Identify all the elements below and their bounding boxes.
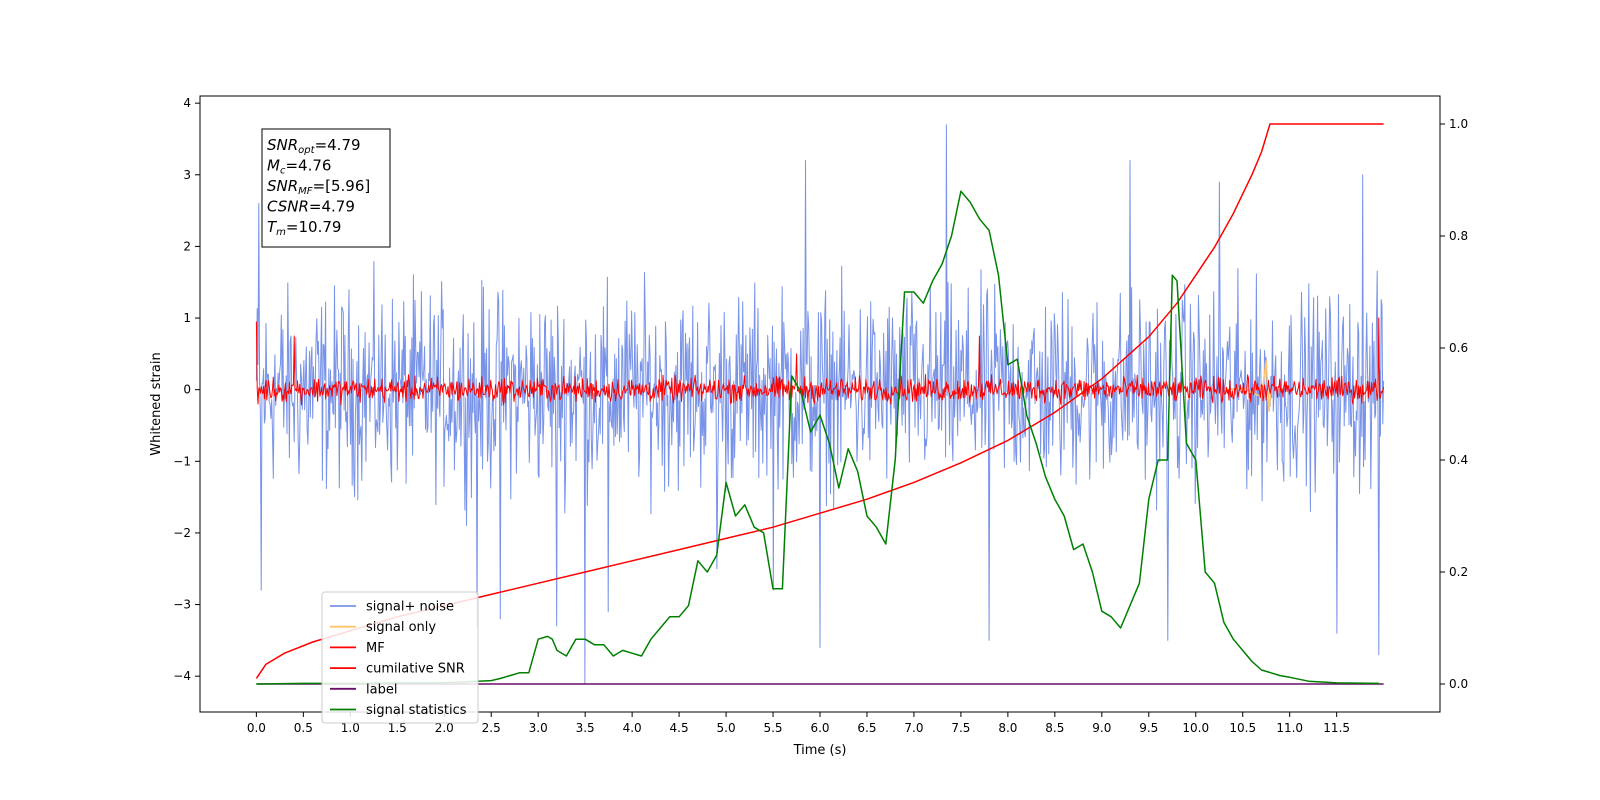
y-tick-label: 4 xyxy=(183,96,191,110)
y2-tick-label: 0.2 xyxy=(1449,565,1468,579)
x-tick-label: 11.0 xyxy=(1276,721,1303,735)
x-tick-label: 3.0 xyxy=(529,721,548,735)
x-tick-label: 9.5 xyxy=(1139,721,1158,735)
y-axis-left: 4 3 2 1 0 −1 −2 −3 −4 xyxy=(173,96,200,683)
y-tick-label: 1 xyxy=(183,311,191,325)
x-tick-label: 10.5 xyxy=(1229,721,1256,735)
y-tick-label: −2 xyxy=(173,526,191,540)
x-tick-label: 11.5 xyxy=(1323,721,1350,735)
y-tick-label: 2 xyxy=(183,239,191,253)
y-axis-right: 1.0 0.8 0.6 0.4 0.2 0.0 xyxy=(1440,117,1468,691)
legend-frame xyxy=(321,591,479,724)
x-tick-label: 4.0 xyxy=(623,721,642,735)
x-tick-label: 7.0 xyxy=(904,721,923,735)
x-tick-label: 5.0 xyxy=(717,721,736,735)
x-tick-label: 0.5 xyxy=(294,721,313,735)
y-tick-label: 0 xyxy=(183,383,191,397)
legend-label: signal statistics xyxy=(366,703,467,718)
annotation-line: Mc=4.76 xyxy=(267,157,331,177)
x-tick-label: 6.0 xyxy=(810,721,829,735)
x-tick-label: 3.5 xyxy=(576,721,595,735)
y-tick-label: 3 xyxy=(183,168,191,182)
y2-tick-label: 0.6 xyxy=(1449,341,1468,355)
x-axis-label: Time (s) xyxy=(793,743,847,758)
y-tick-label: −1 xyxy=(173,454,191,468)
annotation-line: CSNR=4.79 xyxy=(267,198,355,216)
annotation-line: SNRopt=4.79 xyxy=(267,136,361,156)
x-tick-label: 4.5 xyxy=(670,721,689,735)
x-tick-label: 8.0 xyxy=(998,721,1017,735)
x-tick-label: 10.0 xyxy=(1182,721,1209,735)
legend-label: label xyxy=(366,682,397,697)
x-tick-label: 8.5 xyxy=(1045,721,1064,735)
y2-tick-label: 0.8 xyxy=(1449,229,1468,243)
x-tick-label: 1.5 xyxy=(388,721,407,735)
legend-label: signal+ noise xyxy=(366,600,454,615)
annotation-line: Tm=10.79 xyxy=(267,218,341,238)
x-tick-label: 6.5 xyxy=(857,721,876,735)
y2-tick-label: 0.4 xyxy=(1449,453,1468,467)
legend-label: MF xyxy=(366,641,385,656)
y2-tick-label: 1.0 xyxy=(1449,117,1468,131)
y2-tick-label: 0.0 xyxy=(1449,677,1468,691)
x-tick-label: 0.0 xyxy=(247,721,266,735)
x-axis: 0.0 0.5 1.0 1.5 2.0 2.5 3.0 3.5 4.0 4.5 5.0 5.5 6.0 6… xyxy=(247,712,1350,735)
legend: signal+ noise signal only MF cumilative SNR… xyxy=(321,591,479,724)
y-tick-label: −4 xyxy=(173,669,191,683)
legend-label: signal only xyxy=(366,620,436,635)
legend-label: cumilative SNR xyxy=(366,662,465,677)
y-tick-label: −3 xyxy=(173,598,191,612)
x-tick-label: 2.0 xyxy=(435,721,454,735)
annotation-line: SNRMF=[5.96] xyxy=(267,177,370,197)
x-tick-label: 7.5 xyxy=(951,721,970,735)
x-tick-label: 1.0 xyxy=(341,721,360,735)
x-tick-label: 9.0 xyxy=(1092,721,1111,735)
series-mf xyxy=(255,317,1385,406)
annotation-frame xyxy=(261,128,391,248)
x-tick-label: 2.5 xyxy=(482,721,501,735)
y-axis-label: Whitened strain xyxy=(149,352,164,455)
x-tick-label: 5.5 xyxy=(763,721,782,735)
series-signal-statistics xyxy=(256,190,1379,685)
